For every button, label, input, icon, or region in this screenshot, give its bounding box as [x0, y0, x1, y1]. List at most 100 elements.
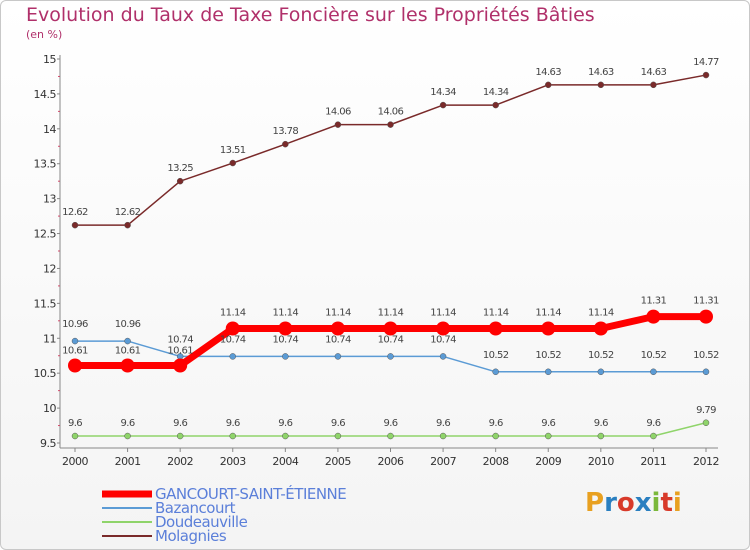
logo-letter: P [585, 488, 605, 518]
data-point [71, 432, 79, 440]
data-label: 10.74 [325, 334, 351, 345]
data-label: 9.79 [696, 405, 716, 416]
data-point [650, 81, 657, 89]
data-point [488, 321, 503, 336]
axes: 9.5 10 10.5 11 11.5 12 12.5 13 13.5 14 14.5 15 2000 2… [34, 53, 720, 468]
data-point [278, 321, 293, 336]
y-tick-label: 12 [43, 262, 56, 275]
data-point [597, 81, 605, 89]
data-point [71, 221, 79, 229]
data-label: 9.6 [121, 418, 135, 429]
data-label: 9.6 [383, 418, 397, 429]
data-label: 9.6 [278, 418, 292, 429]
data-point [702, 419, 710, 427]
data-label: 10.61 [115, 346, 141, 357]
legend-label: Doudeauville [155, 513, 248, 531]
data-label: 10.74 [167, 334, 193, 345]
logo-letter: t [660, 488, 673, 518]
data-label: 12.62 [115, 207, 141, 218]
data-label: 11.14 [535, 307, 561, 318]
y-tick-label: 9.5 [40, 437, 56, 450]
data-label: 10.52 [693, 350, 719, 361]
data-point [334, 353, 342, 360]
data-point [593, 321, 608, 336]
x-tick-label: 2007 [430, 455, 456, 468]
data-point [646, 309, 661, 324]
data-point [383, 321, 398, 336]
data-label: 10.52 [483, 350, 509, 361]
data-label: 10.61 [62, 346, 88, 357]
data-label: 10.74 [220, 334, 246, 345]
x-tick-label: 2000 [62, 455, 88, 468]
legend-label: GANCOURT-SAINT-ÉTIENNE [155, 484, 346, 503]
logo-letter: i [672, 488, 682, 518]
data-label: 10.52 [641, 350, 667, 361]
data-point [492, 101, 499, 109]
data-label: 10.74 [273, 334, 299, 345]
series-layer [68, 71, 713, 440]
data-label: 14.06 [378, 107, 404, 118]
data-label: 14.34 [430, 87, 456, 98]
data-label: 13.25 [167, 163, 193, 174]
y-tick-label: 11.5 [34, 297, 57, 310]
data-point [541, 321, 556, 336]
data-point [597, 368, 605, 376]
data-point [436, 321, 451, 336]
x-tick-label: 2009 [535, 455, 561, 468]
data-point [282, 140, 289, 148]
data-point [120, 358, 135, 373]
data-point [124, 432, 131, 440]
x-tick-label: 2012 [693, 455, 719, 468]
logo-letter: r [604, 488, 617, 518]
data-point [387, 432, 394, 440]
x-tick-label: 2010 [588, 455, 614, 468]
data-point [702, 368, 710, 376]
data-point [282, 353, 289, 360]
x-tick-label: 2002 [167, 455, 193, 468]
data-point [173, 358, 188, 373]
data-point [492, 432, 499, 440]
logo-letter: i [651, 488, 661, 518]
data-point [702, 71, 710, 79]
y-tick-label: 14.5 [34, 88, 57, 101]
data-label: 9.6 [173, 418, 187, 429]
proxiti-logo: Proxiti [585, 488, 682, 518]
data-point [229, 159, 236, 167]
legend-label: Molagnies [155, 527, 227, 545]
data-point [597, 432, 605, 440]
data-label: 11.14 [273, 307, 299, 318]
data-point [334, 432, 342, 440]
data-point [124, 221, 131, 229]
y-tick-label: 10 [43, 402, 56, 415]
data-label: 10.52 [588, 350, 614, 361]
data-label: 9.6 [226, 418, 240, 429]
x-tick-label: 2006 [378, 455, 404, 468]
data-label: 14.63 [535, 67, 561, 78]
data-label: 9.6 [646, 418, 660, 429]
data-point [334, 121, 342, 128]
x-tick-label: 2011 [640, 455, 666, 468]
data-label: 9.6 [594, 418, 608, 429]
y-tick-label: 10.5 [34, 367, 57, 380]
legend-label: Bazancourt [155, 499, 236, 517]
data-label: 9.6 [436, 418, 450, 429]
data-labels: 10.61 10.61 10.61 11.14 11.14 11.14 11.14 11.14… [62, 57, 719, 429]
series-line-3 [75, 74, 707, 226]
data-label: 11.14 [483, 307, 509, 318]
unit-label: (en %) [26, 28, 63, 41]
logo-letter: o [616, 488, 635, 518]
data-point [650, 432, 657, 440]
data-label: 10.74 [378, 334, 404, 345]
data-point [176, 177, 184, 185]
y-tick-label: 15 [43, 53, 56, 66]
data-label: 12.62 [62, 207, 88, 218]
data-label: 9.6 [331, 418, 345, 429]
data-label: 13.78 [273, 126, 299, 137]
data-point [124, 337, 131, 345]
legend: GANCOURT-SAINT-ÉTIENNEBazancourtDoudeauv… [102, 484, 347, 545]
data-label: 11.14 [430, 307, 456, 318]
data-point [439, 101, 447, 109]
data-label: 9.6 [541, 418, 555, 429]
data-label: 11.14 [378, 307, 404, 318]
